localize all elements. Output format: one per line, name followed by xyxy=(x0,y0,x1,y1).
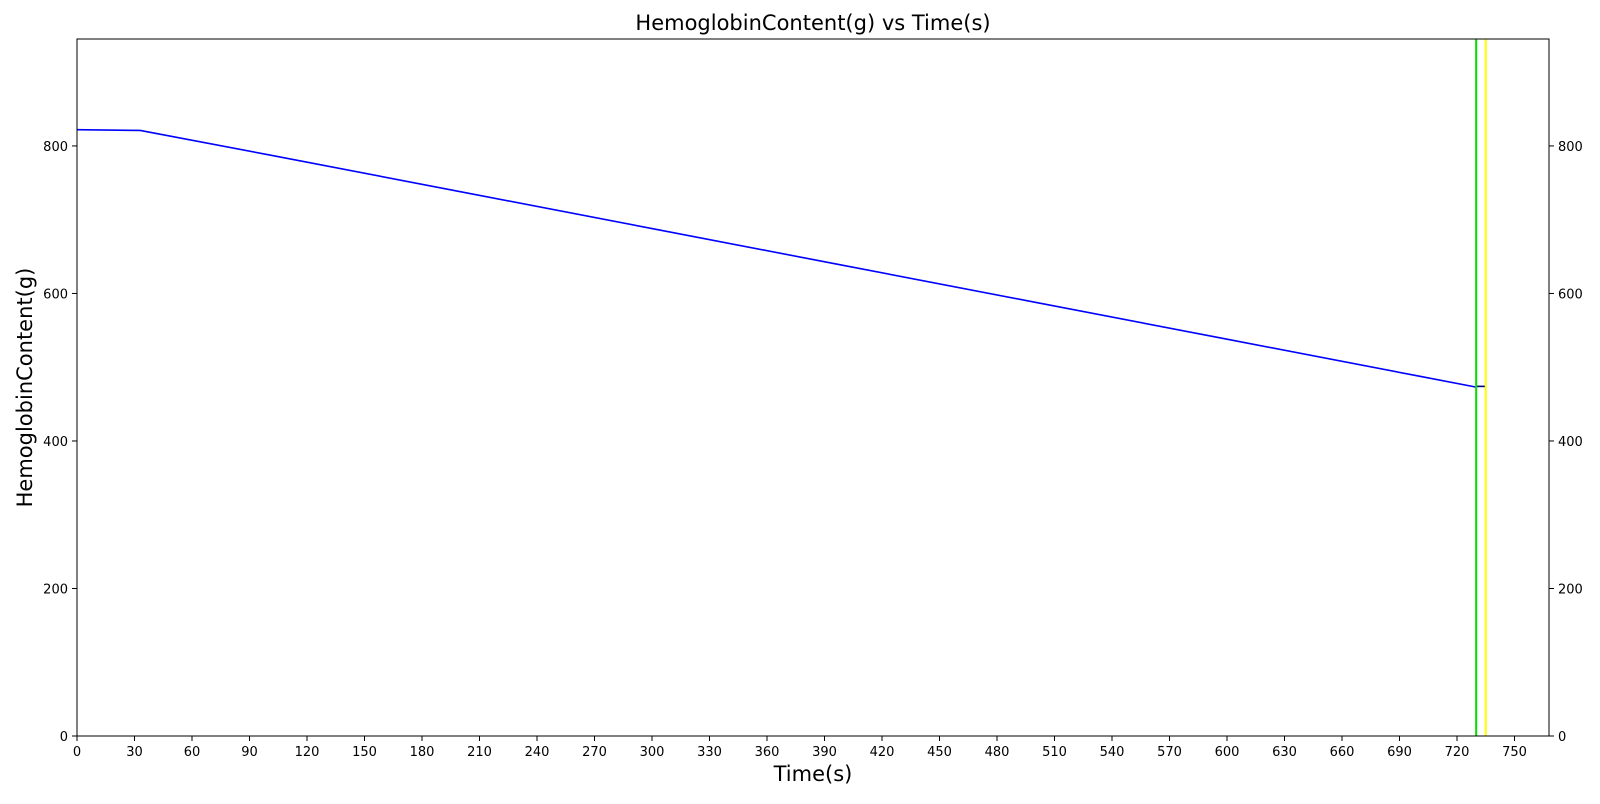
x-tick-label: 720 xyxy=(1445,745,1470,760)
y-tick-label: 0 xyxy=(60,730,68,745)
right-y-tick-label: 0 xyxy=(1558,730,1566,745)
x-tick-label: 60 xyxy=(184,745,201,760)
x-tick-label: 750 xyxy=(1502,745,1527,760)
x-tick-label: 300 xyxy=(640,745,665,760)
x-axis-label: Time(s) xyxy=(773,762,853,786)
right-y-tick-label: 400 xyxy=(1558,435,1583,450)
y-tick-label: 600 xyxy=(43,287,68,302)
chart-title: HemoglobinContent(g) vs Time(s) xyxy=(635,11,990,35)
x-tick-label: 360 xyxy=(755,745,780,760)
x-tick-label: 630 xyxy=(1272,745,1297,760)
x-tick-label: 600 xyxy=(1215,745,1240,760)
x-tick-label: 420 xyxy=(870,745,895,760)
y-tick-label: 800 xyxy=(43,140,68,155)
plot-frame xyxy=(76,38,1550,737)
x-tick-label: 0 xyxy=(73,745,81,760)
y-axis-label: HemoglobinContent(g) xyxy=(13,268,37,508)
tick-layer: 0 30 60 90 120 150 180 210 240 270 300 330 360 390 420… xyxy=(43,140,1583,760)
series-line-1 xyxy=(76,128,1477,388)
x-tick-label: 30 xyxy=(126,745,143,760)
x-tick-label: 480 xyxy=(985,745,1010,760)
right-y-tick-label: 200 xyxy=(1558,582,1583,597)
x-tick-label: 240 xyxy=(525,745,550,760)
x-tick-label: 90 xyxy=(241,745,258,760)
x-tick-label: 150 xyxy=(352,745,377,760)
x-tick-label: 570 xyxy=(1157,745,1182,760)
x-tick-label: 120 xyxy=(295,745,320,760)
x-tick-label: 270 xyxy=(582,745,607,760)
x-tick-label: 210 xyxy=(467,745,492,760)
x-tick-label: 330 xyxy=(697,745,722,760)
right-y-tick-label: 600 xyxy=(1558,287,1583,302)
y-tick-label: 400 xyxy=(43,435,68,450)
right-y-tick-label: 800 xyxy=(1558,140,1583,155)
x-tick-label: 540 xyxy=(1100,745,1125,760)
plot-layer xyxy=(76,39,1487,736)
x-tick-label: 690 xyxy=(1387,745,1412,760)
x-tick-label: 390 xyxy=(812,745,837,760)
y-tick-label: 200 xyxy=(43,582,68,597)
x-tick-label: 450 xyxy=(927,745,952,760)
x-tick-label: 510 xyxy=(1042,745,1067,760)
x-tick-label: 660 xyxy=(1330,745,1355,760)
x-tick-label: 180 xyxy=(410,745,435,760)
